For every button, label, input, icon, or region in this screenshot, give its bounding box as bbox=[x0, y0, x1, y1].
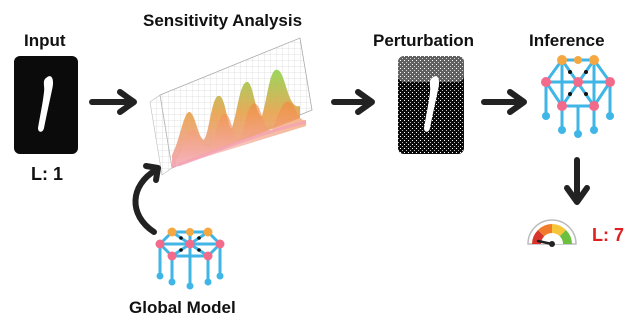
sensitivity-surface-plot bbox=[149, 37, 313, 176]
input-title: Input bbox=[24, 31, 66, 50]
perturbed-image bbox=[398, 56, 464, 154]
global-model-title: Global Model bbox=[129, 298, 236, 317]
perturbation-title: Perturbation bbox=[373, 31, 475, 50]
inference-network-icon bbox=[541, 55, 615, 138]
inference-title: Inference bbox=[529, 31, 605, 50]
prediction-label: L: 7 bbox=[592, 225, 625, 245]
confidence-gauge-icon bbox=[527, 219, 577, 247]
curved-arrow-up-icon bbox=[132, 163, 161, 235]
sensitivity-title: Sensitivity Analysis bbox=[143, 11, 303, 30]
arrow-right-icon bbox=[481, 89, 527, 115]
input-label: L: 1 bbox=[31, 164, 64, 184]
global-model-network-icon bbox=[155, 227, 225, 290]
arrow-down-icon bbox=[564, 157, 590, 205]
arrow-right-icon bbox=[89, 89, 137, 115]
input-image bbox=[14, 56, 78, 154]
arrow-right-icon bbox=[331, 89, 375, 115]
